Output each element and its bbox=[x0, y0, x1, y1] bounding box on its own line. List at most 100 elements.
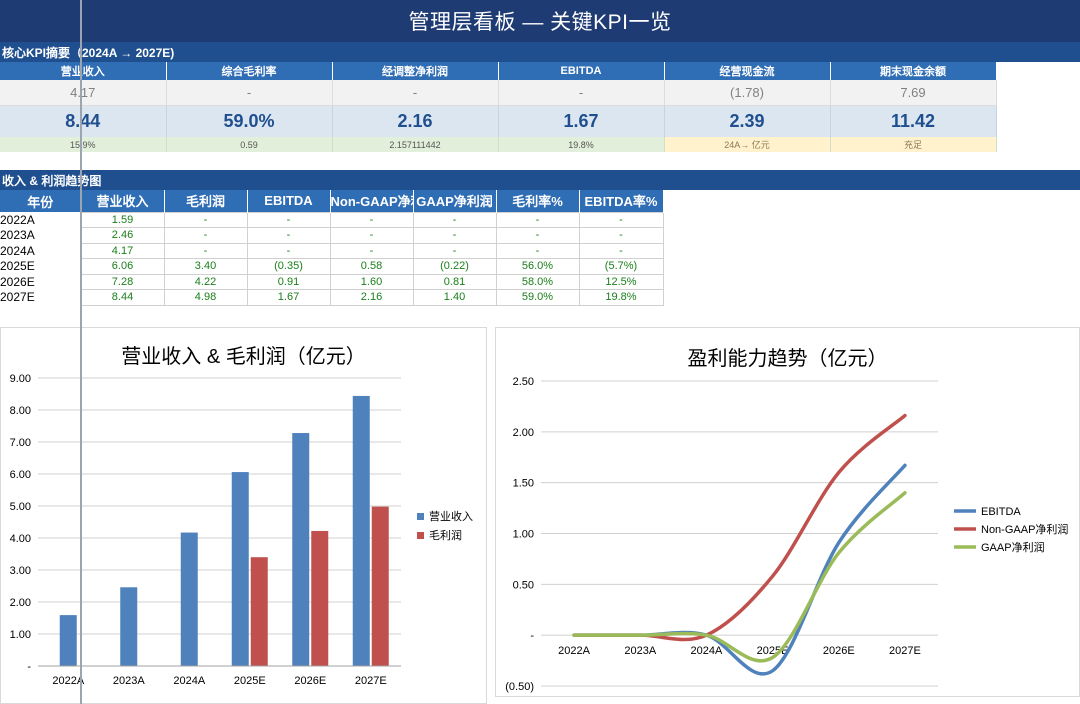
table-row: 2023A 2.46- - - - - - bbox=[0, 227, 664, 244]
table-row: 2026E 7.28 4.22 0.91 1.60 0.81 58.0% 12.5% bbox=[0, 273, 664, 290]
legend-swatch bbox=[417, 532, 424, 539]
value-cell: 6.06 bbox=[80, 258, 165, 275]
chart-title: 营业收入 & 毛利润（亿元） bbox=[121, 346, 366, 368]
gross-profit-bar bbox=[371, 506, 389, 666]
value-cell: 0.58 bbox=[329, 258, 414, 275]
kpi-2027-value: 8.44 bbox=[0, 105, 167, 137]
gross-profit-bar bbox=[250, 557, 268, 666]
kpi-2024-value: 4.17 bbox=[0, 80, 167, 106]
value-cell: - bbox=[578, 211, 664, 228]
x-tick-label: 2024A bbox=[691, 645, 723, 657]
value-cell: - bbox=[246, 227, 331, 244]
kpi-2024-value: - bbox=[498, 80, 665, 106]
legend-label: 毛利润 bbox=[429, 528, 462, 542]
kpi-note-value: 0.59 bbox=[166, 137, 333, 152]
revenue-bar bbox=[59, 615, 77, 666]
trend-header: 年份 bbox=[0, 190, 82, 212]
value-cell: - bbox=[163, 211, 248, 228]
revenue-bar bbox=[180, 532, 198, 666]
trend-header: EBITDA率% bbox=[579, 190, 664, 212]
value-cell: 0.81 bbox=[412, 273, 497, 290]
year-cell: 2026E bbox=[0, 274, 35, 289]
value-cell: - bbox=[329, 211, 414, 228]
year-cell: 2025E bbox=[0, 259, 35, 274]
value-cell: 59.0% bbox=[495, 289, 580, 306]
y-tick-label: 2.50 bbox=[513, 376, 534, 388]
trend-header: 营业收入 bbox=[81, 190, 165, 212]
legend-label: Non-GAAP净利润 bbox=[981, 522, 1068, 536]
kpi-note-value: 15.9% bbox=[0, 137, 167, 152]
value-cell: - bbox=[163, 227, 248, 244]
year-cell: 2022A bbox=[0, 212, 35, 227]
value-cell: - bbox=[495, 227, 580, 244]
y-tick-label: 4.00 bbox=[10, 533, 31, 545]
kpi-2024-value: 7.69 bbox=[830, 80, 997, 106]
value-cell: - bbox=[412, 242, 497, 259]
trend-header: 毛利润 bbox=[164, 190, 248, 212]
x-tick-label: 2025E bbox=[234, 675, 266, 687]
value-cell: (0.35) bbox=[246, 258, 331, 275]
value-cell: - bbox=[329, 242, 414, 259]
series-line bbox=[572, 413, 907, 642]
value-cell: - bbox=[495, 211, 580, 228]
revenue-bar bbox=[231, 472, 249, 666]
value-cell: 2.46 bbox=[80, 227, 165, 244]
revenue-bar bbox=[292, 433, 310, 666]
trend-header: Non-GAAP净利 bbox=[330, 190, 414, 212]
x-tick-label: 2024A bbox=[173, 675, 205, 687]
kpi-header: 营业收入 bbox=[0, 62, 167, 80]
column-split-line[interactable] bbox=[80, 0, 82, 704]
legend-label: EBITDA bbox=[981, 506, 1021, 518]
value-cell: - bbox=[495, 242, 580, 259]
series-line bbox=[572, 491, 907, 663]
kpi-note-value: 2.157111442 bbox=[332, 137, 499, 152]
y-tick-label: 7.00 bbox=[10, 437, 31, 449]
y-tick-label: 2.00 bbox=[513, 427, 534, 439]
kpi-2024-value: - bbox=[332, 80, 499, 106]
kpi-header: 期末现金余额 bbox=[830, 62, 997, 80]
value-cell: - bbox=[246, 242, 331, 259]
legend-swatch bbox=[417, 513, 424, 520]
y-tick-label: 1.50 bbox=[513, 478, 534, 490]
table-row: 2024A 4.17- - - - - - bbox=[0, 242, 664, 259]
year-cell: 2027E bbox=[0, 290, 35, 305]
value-cell: 8.44 bbox=[80, 289, 165, 306]
value-cell: - bbox=[578, 242, 664, 259]
kpi-2024-value: - bbox=[166, 80, 333, 106]
trend-section-header: 收入 & 利润趋势图 bbox=[0, 170, 1080, 190]
year-cell: 2024A bbox=[0, 243, 35, 258]
y-tick-label: 1.00 bbox=[513, 529, 534, 541]
value-cell: (0.22) bbox=[412, 258, 497, 275]
y-tick-label: 0.50 bbox=[513, 579, 534, 591]
x-tick-label: 2026E bbox=[823, 645, 855, 657]
y-tick-label: 3.00 bbox=[10, 565, 31, 577]
revenue-bar bbox=[352, 395, 370, 666]
chart-title: 盈利能力趋势（亿元） bbox=[687, 348, 888, 370]
table-row: 2025E 6.06 3.40 (0.35) 0.58 (0.22) 56.0% (5.7%) bbox=[0, 258, 664, 275]
y-tick-label: - bbox=[530, 630, 534, 642]
trend-table: 年份营业收入毛利润EBITDANon-GAAP净利GAAP净利润毛利率%EBIT… bbox=[0, 190, 664, 306]
x-tick-label: 2023A bbox=[113, 675, 145, 687]
value-cell: 0.91 bbox=[246, 273, 331, 290]
kpi-2027-value: 1.67 bbox=[498, 105, 665, 137]
value-cell: 2.16 bbox=[329, 289, 414, 306]
revenue-bar bbox=[120, 587, 138, 666]
kpi-summary-table: 营业收入 综合毛利率 经调整净利润 EBITDA 经营现金流 期末现金余额 4.17- - -… bbox=[0, 62, 997, 152]
value-cell: 56.0% bbox=[495, 258, 580, 275]
kpi-2027-value: 11.42 bbox=[830, 105, 997, 137]
value-cell: - bbox=[163, 242, 248, 259]
kpi-header: 经调整净利润 bbox=[332, 62, 499, 80]
value-cell: 4.17 bbox=[80, 242, 165, 259]
revenue-gross-profit-chart: 营业收入 & 毛利润（亿元） - 1.00 2.00 3.00 4.00 5.00 6.00… bbox=[0, 327, 487, 704]
value-cell: 1.40 bbox=[412, 289, 497, 306]
table-row: 2022A 1.59- - - - - - bbox=[0, 211, 664, 228]
y-tick-label: 5.00 bbox=[10, 501, 31, 513]
value-cell: 1.60 bbox=[329, 273, 414, 290]
y-tick-label: 8.00 bbox=[10, 405, 31, 417]
trend-header: 毛利率% bbox=[496, 190, 580, 212]
value-cell: - bbox=[246, 211, 331, 228]
x-tick-label: 2026E bbox=[294, 675, 326, 687]
kpi-2027-value: 2.16 bbox=[332, 105, 499, 137]
x-tick-label: 2027E bbox=[889, 645, 921, 657]
value-cell: 58.0% bbox=[495, 273, 580, 290]
